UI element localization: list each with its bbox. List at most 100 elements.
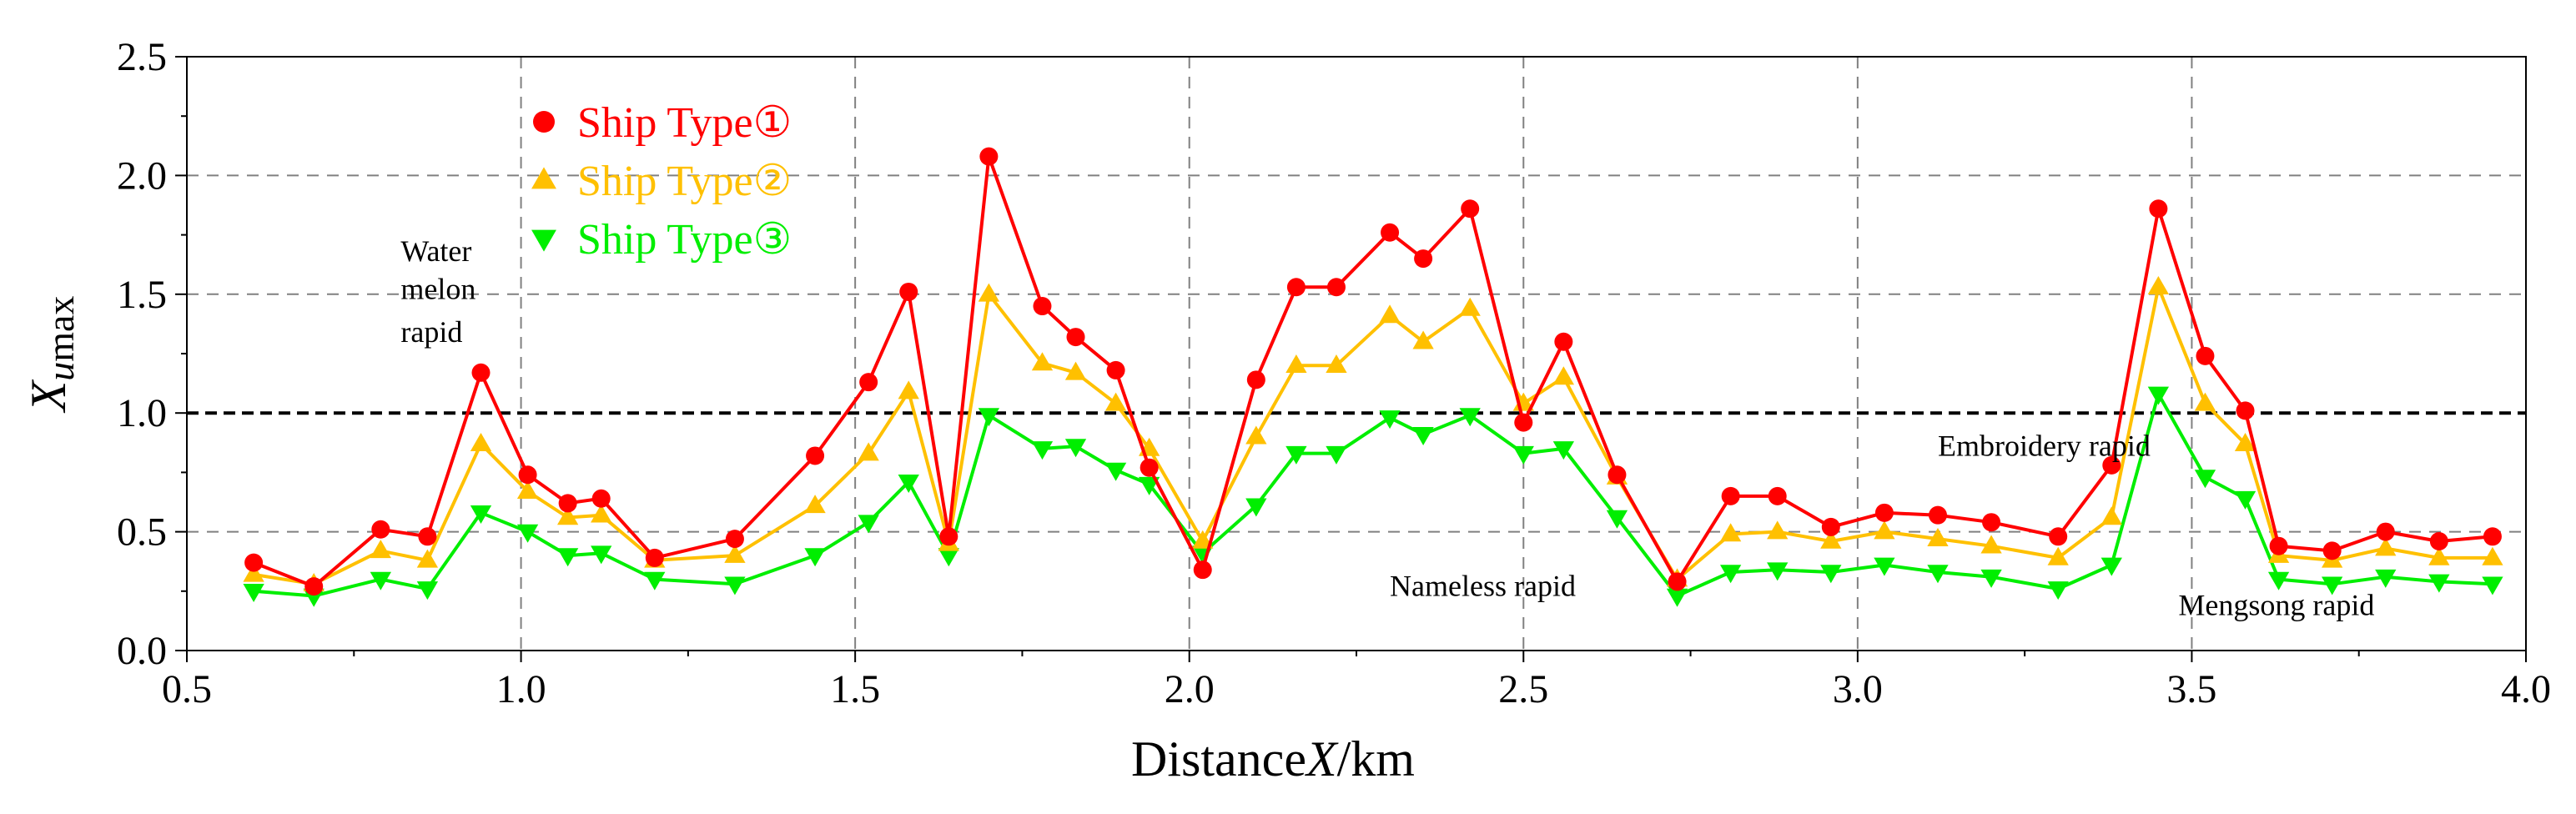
data-point (1459, 297, 1481, 316)
legend-marker (531, 229, 556, 252)
data-point (1192, 530, 1214, 549)
data-point (978, 283, 1000, 302)
data-point (1552, 441, 1575, 460)
data-point (1031, 441, 1054, 460)
data-point (244, 553, 264, 572)
data-point (591, 504, 612, 523)
series-line (253, 285, 2493, 586)
data-point (858, 442, 879, 461)
data-point (591, 545, 612, 565)
x-axis-title: DistanceX/km (1131, 731, 1415, 786)
plot-area (187, 57, 2526, 651)
data-point (1768, 486, 1787, 505)
y-tick-label: 2.5 (117, 35, 167, 79)
data-point (898, 380, 919, 399)
data-point (2234, 433, 2257, 452)
data-point (1412, 427, 1434, 446)
data-point (1927, 565, 1949, 584)
data-point (558, 494, 577, 513)
data-point (1606, 510, 1628, 529)
annotation-text: Nameless rapid (1390, 569, 1576, 602)
data-point (1719, 523, 1742, 542)
data-point (1767, 520, 1789, 540)
y-axis-title: Xumax (21, 296, 82, 414)
series-3 (243, 386, 2503, 607)
data-point (938, 548, 959, 567)
data-point (978, 408, 1000, 427)
data-point (470, 505, 492, 525)
data-point (2101, 506, 2122, 525)
data-point (898, 474, 919, 493)
data-point (1379, 410, 1401, 430)
data-point (1104, 462, 1127, 481)
series-1 (244, 147, 2502, 596)
data-point (2483, 527, 2502, 546)
y-axis-title-var: X (21, 379, 76, 413)
y-axis-title-sub-var: u (39, 362, 82, 381)
data-point (1285, 445, 1307, 465)
data-point (2147, 386, 2170, 405)
series-line (253, 154, 2493, 589)
data-point (1138, 476, 1160, 495)
data-point (1821, 517, 1840, 536)
x-tick-label: 2.0 (1165, 667, 1215, 711)
annotation-text: Mengsong rapid (2178, 588, 2374, 621)
data-point (1066, 328, 1085, 347)
data-point (370, 571, 391, 590)
data-point (2102, 455, 2121, 475)
data-point (1980, 535, 2002, 554)
data-point (2049, 527, 2068, 546)
data-point (1245, 425, 1267, 445)
data-point (1512, 445, 1534, 465)
data-point (557, 506, 579, 525)
ticks (175, 56, 2527, 662)
data-point (804, 548, 826, 567)
legend-label: Ship Type③ (577, 216, 792, 264)
data-point (557, 548, 579, 567)
data-point (859, 373, 878, 392)
data-point (899, 282, 918, 301)
data-point (1668, 572, 1687, 591)
legend-marker (533, 111, 555, 133)
data-point (1927, 527, 1949, 546)
series-layer (243, 147, 2503, 607)
data-point (1379, 304, 1401, 324)
data-point (1719, 565, 1742, 584)
series-line (253, 392, 2493, 598)
data-point (1064, 439, 1087, 458)
data-point (2194, 470, 2216, 489)
x-tick-label: 0.5 (162, 667, 212, 711)
x-tick-label: 4.0 (2501, 667, 2551, 711)
data-point (1285, 354, 1307, 374)
data-point (2376, 522, 2395, 541)
x-tick-label: 3.0 (1833, 667, 1883, 711)
data-point (1607, 465, 1627, 485)
y-tick-label: 1.0 (117, 391, 167, 435)
data-point (2428, 546, 2450, 565)
data-point (1666, 588, 1688, 607)
x-tick-label: 1.5 (830, 667, 880, 711)
data-point (1874, 520, 1895, 540)
data-point (2101, 557, 2122, 576)
data-point (1245, 498, 1267, 517)
x-axis-title-text: Distance (1131, 731, 1306, 786)
annotation-text: Embroidery rapid (1938, 429, 2151, 462)
data-point (1820, 530, 1842, 549)
data-point (516, 524, 539, 543)
data-point (939, 527, 958, 546)
data-point (644, 571, 666, 590)
data-point (858, 515, 879, 534)
x-tick-label: 3.5 (2166, 667, 2216, 711)
data-point (470, 433, 492, 452)
x-axis-title-var: X (1305, 731, 1339, 786)
data-point (1326, 445, 1347, 465)
data-point (371, 520, 390, 539)
data-point (2236, 401, 2255, 420)
data-point (2147, 276, 2170, 295)
data-point (1140, 458, 1159, 477)
data-point (418, 527, 437, 546)
annotation-text: Water (400, 234, 471, 268)
data-point (1033, 297, 1052, 316)
legend: Ship Type① Ship Type② Ship Type③ (531, 99, 792, 264)
